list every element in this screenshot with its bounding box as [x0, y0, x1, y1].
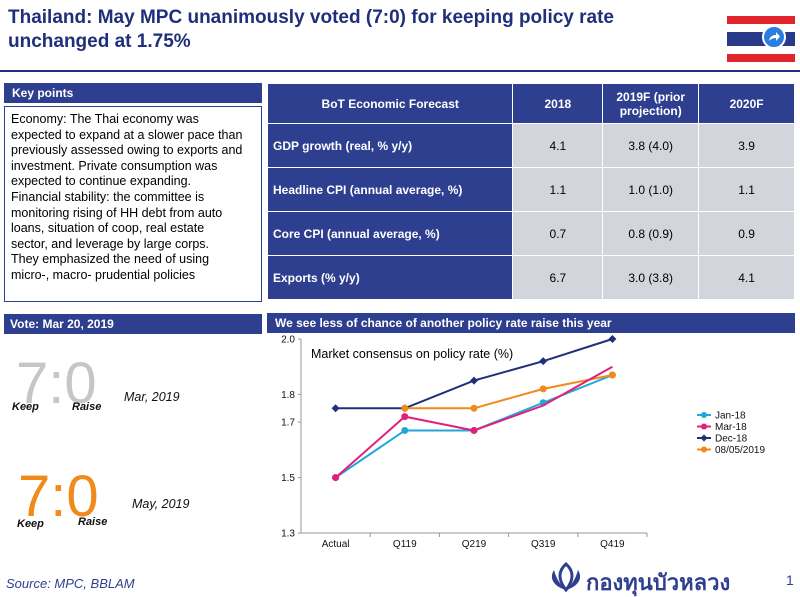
table-row: Headline CPI (annual average, %) 1.1 1.0… [266, 167, 795, 212]
key-point-line: investment. Private consumption was [11, 158, 218, 173]
row-label: GDP growth (real, % y/y) [266, 123, 514, 168]
data-point-08-05-2019 [401, 404, 409, 412]
page-title: Thailand: May MPC unanimously voted (7:0… [8, 6, 708, 54]
title-divider [0, 70, 800, 72]
lotus-logo-icon [551, 562, 581, 592]
data-point-mar-18 [470, 426, 478, 434]
x-tick-label: Q319 [531, 539, 556, 550]
legend-marker [701, 423, 707, 430]
key-point-line: Economy: The Thai economy was [11, 112, 199, 126]
y-tick-label: 1.5 [281, 473, 295, 484]
raise-label: Raise [72, 401, 102, 413]
series-line-08-05-2019 [404, 374, 613, 410]
x-tick-label: Q219 [462, 539, 487, 550]
chart-header: We see less of chance of another policy … [267, 313, 795, 333]
key-point-line: expected to continue expanding. [11, 174, 191, 189]
key-points-header: Key points [4, 83, 262, 103]
y-tick-label: 1.8 [281, 390, 295, 401]
policy-rate-chart: Market consensus on policy rate (%) 2.0 1… [267, 333, 795, 558]
x-tick-label: Actual [322, 539, 350, 550]
forecast-header-row: BoT Economic Forecast 2018 2019F (prior … [266, 83, 795, 124]
key-point-line: Financial stability: the committee is [11, 189, 205, 204]
header-cell: 2018 [512, 83, 604, 124]
key-point-line: They emphasized the need of using [11, 252, 210, 267]
title-line-1: Thailand: May MPC unanimously voted (7:0… [8, 7, 614, 28]
vote-header: Vote: Mar 20, 2019 [4, 314, 262, 334]
key-point-line: micro-, macro- prudential policies [11, 267, 196, 282]
title-line-2: unchanged at 1.75% [8, 31, 191, 52]
key-points-box: Economy: The Thai economy was expected t… [4, 106, 262, 302]
header-cell: BoT Economic Forecast [266, 83, 514, 124]
data-point-dec-18 [539, 357, 548, 366]
value-cell: 3.8 (4.0) [602, 123, 700, 168]
share-button-icon[interactable] [762, 25, 786, 49]
data-point-jan-18 [401, 426, 409, 434]
value-cell: 6.7 [512, 255, 604, 300]
table-row: Exports (% y/y) 6.7 3.0 (3.8) 4.1 [266, 255, 795, 300]
header-cell: 2020F [698, 83, 795, 124]
logo-text: กองทุนบัวหลวง [586, 570, 731, 595]
table-row: Core CPI (annual average, %) 0.7 0.8 (0.… [266, 211, 795, 256]
data-point-dec-18 [331, 404, 340, 413]
legend-marker [701, 446, 707, 453]
legend-marker [701, 412, 707, 418]
value-cell: 1.0 (1.0) [602, 167, 700, 212]
header-cell: 2019F (prior projection) [602, 83, 700, 124]
data-point-dec-18 [608, 335, 617, 343]
legend-label: Dec-18 [715, 434, 748, 445]
chart-title: Market consensus on policy rate (%) [311, 347, 513, 361]
data-point-08-05-2019 [608, 371, 616, 379]
key-point-line: expected to expand at a slower pace than [11, 127, 243, 142]
legend-label: 08/05/2019 [715, 445, 765, 456]
x-tick-label: Q419 [600, 539, 625, 550]
page-number: 1 [786, 572, 794, 588]
value-cell: 3.0 (3.8) [602, 255, 700, 300]
vote-result-may: 7:0 [18, 464, 99, 529]
row-label: Headline CPI (annual average, %) [266, 167, 514, 212]
vote-date-may: May, 2019 [132, 497, 190, 511]
data-point-dec-18 [470, 376, 478, 385]
row-label: Core CPI (annual average, %) [266, 211, 514, 256]
y-tick-label: 2.0 [281, 335, 295, 346]
data-point-08-05-2019 [539, 385, 547, 393]
value-cell: 4.1 [512, 123, 604, 168]
value-cell: 3.9 [698, 123, 795, 168]
vote-result-march: 7:0 [16, 351, 97, 416]
key-point-line: loans, situation of coop, real estate [11, 221, 205, 236]
vote-date-march: Mar, 2019 [124, 390, 180, 404]
keep-label: Keep [17, 518, 44, 530]
series-line-mar-18-extension [473, 365, 613, 432]
legend-label: Mar-18 [715, 422, 747, 433]
value-cell: 1.1 [512, 167, 604, 212]
value-cell: 0.9 [698, 211, 795, 256]
data-point-08-05-2019 [470, 404, 478, 412]
value-cell: 0.8 (0.9) [602, 211, 700, 256]
forecast-table: BoT Economic Forecast 2018 2019F (prior … [266, 83, 795, 300]
raise-label: Raise [78, 516, 108, 528]
data-point-mar-18 [401, 413, 409, 421]
key-point-line: sector, and leverage by large corps. [11, 236, 210, 251]
source-note: Source: MPC, BBLAM [6, 576, 135, 591]
key-point-line: monitoring rising of HH debt from auto [11, 205, 223, 220]
bualuang-logo: กองทุนบัวหลวง [548, 562, 783, 595]
value-cell: 4.1 [698, 255, 795, 300]
arrow-forward-icon [769, 32, 780, 41]
key-point-line: previously assessed owing to exports and [11, 143, 243, 158]
y-tick-label: 1.3 [281, 529, 295, 540]
x-tick-label: Q119 [393, 539, 417, 550]
keep-label: Keep [12, 401, 39, 413]
legend-label: Jan-18 [715, 411, 746, 422]
row-label: Exports (% y/y) [266, 255, 514, 300]
table-row: GDP growth (real, % y/y) 4.1 3.8 (4.0) 3… [266, 123, 795, 168]
value-cell: 0.7 [512, 211, 604, 256]
legend-marker [700, 434, 708, 442]
value-cell: 1.1 [698, 167, 795, 212]
y-tick-label: 1.7 [281, 418, 295, 429]
data-point-mar-18 [332, 474, 340, 482]
